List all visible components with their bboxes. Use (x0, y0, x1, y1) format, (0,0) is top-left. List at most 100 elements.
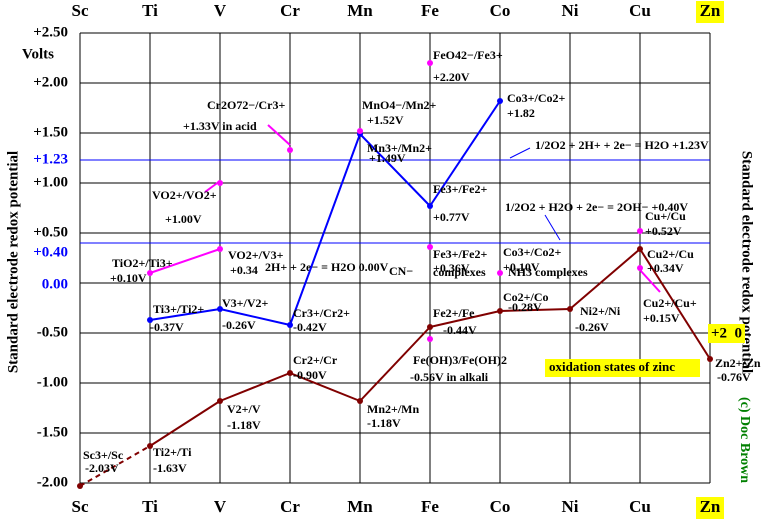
value-label: +0.34 (230, 263, 258, 277)
point (147, 317, 153, 323)
point (427, 244, 433, 250)
y-tick-label: +1.00 (33, 174, 68, 190)
annotation: CN− (389, 264, 413, 278)
y-unit: Volts (22, 46, 54, 62)
highlight (696, 497, 724, 519)
point (427, 203, 433, 209)
point (287, 370, 293, 376)
point-label: Mn2+/Mn (367, 402, 419, 416)
y-axis-title: Standard electrode redox potential (5, 151, 21, 373)
x-tick-label: Ti (142, 497, 158, 516)
point-label: V2+/V (227, 402, 261, 416)
series-segment (219, 308, 291, 326)
value-label: +1.33V in acid (183, 119, 257, 133)
series-segment (639, 248, 711, 360)
y-tick-label: +1.50 (33, 124, 68, 140)
series-segment (429, 310, 501, 328)
point (427, 60, 433, 66)
x-tick-label: Sc (72, 497, 89, 516)
x-tick-label: Ni (562, 497, 579, 516)
value-label: -1.63V (153, 461, 187, 475)
point-label: Ti3+/Ti2+ (153, 302, 204, 316)
point (357, 128, 363, 134)
point (637, 246, 643, 252)
value-label: -0.42V (293, 320, 327, 334)
reference-label: +1.23 (33, 151, 68, 167)
value-label: +1.49V (369, 151, 406, 165)
series-segment (429, 100, 501, 207)
x-tick-label: Ti (142, 1, 158, 20)
point (217, 306, 223, 312)
value-label: -0.26V (222, 318, 256, 332)
point-label: FeO42−/Fe3+ (433, 48, 503, 62)
point (567, 306, 573, 312)
series-segment (359, 133, 431, 207)
point-label: Co3+/Co2+ (507, 91, 566, 105)
point (287, 322, 293, 328)
x-tick-label: Co (490, 1, 511, 20)
x-tick-label: Sc (72, 1, 89, 20)
point-label: Fe3+/Fe2+ (433, 247, 487, 261)
value-label: -0.56V in alkali (410, 370, 489, 384)
point-label: V3+/V2+ (222, 296, 269, 310)
leader (639, 269, 661, 293)
value-label: +0.15V (643, 311, 680, 325)
annotation: complexes (433, 265, 486, 279)
point-label: Cu+/Cu (645, 209, 686, 223)
value-label: +1.00V (165, 212, 202, 226)
highlight (696, 1, 724, 23)
point (77, 483, 83, 489)
value-label: +0.10V (110, 271, 147, 285)
y-tick-label: +0.50 (33, 224, 68, 240)
x-tick-label: Zn (700, 1, 721, 20)
point (147, 270, 153, 276)
series-segment (289, 133, 361, 326)
x-tick-label: Co (490, 497, 511, 516)
point (217, 398, 223, 404)
series-segment (499, 308, 571, 312)
reference-label: 0.00 (42, 276, 68, 292)
point-label: Cr2+/Cr (293, 353, 338, 367)
point (707, 356, 713, 362)
annotation: oxidation states of zinc (549, 359, 675, 374)
point-label: Co2+/Co (503, 290, 549, 304)
series-segment (79, 445, 151, 487)
point-label: Cr2O72−/Cr3+ (207, 98, 285, 112)
value-label: +1.52V (367, 113, 404, 127)
point-label: Ti2+/Ti (153, 445, 192, 459)
value-label: -0.76V (717, 370, 751, 384)
series-segment (149, 248, 221, 274)
x-tick-label: Cu (629, 1, 651, 20)
badge (545, 359, 700, 377)
point-label: Mn3+/Mn2+ (367, 141, 432, 155)
leader (544, 214, 561, 241)
reference-note: 1/2O2 + H2O + 2e− = 2OH− +0.40V (505, 200, 688, 214)
point (357, 398, 363, 404)
value-label: +0.52V (645, 224, 682, 238)
value-label: +1.82 (507, 106, 535, 120)
point-label: Zn2+/Zn (715, 356, 761, 370)
x-tick-label: Cr (280, 1, 300, 20)
reference-note: 1/2O2 + 2H+ + 2e− = H2O +1.23V (535, 138, 709, 152)
point-label: Cu2+/Cu (647, 247, 694, 261)
point (497, 98, 503, 104)
badge (708, 324, 745, 343)
x-tick-label: Fe (421, 497, 439, 516)
point (637, 228, 643, 234)
point (497, 270, 503, 276)
value-label: -0.28V (508, 300, 542, 314)
leader (267, 124, 291, 146)
reference-label: +0.40 (33, 244, 68, 260)
value-label: +0.10V (503, 260, 540, 274)
annotation: +2 0 (711, 325, 742, 341)
x-tick-label: Zn (700, 497, 721, 516)
value-label: -0.90V (293, 368, 327, 382)
y-tick-label: +2.50 (33, 24, 68, 40)
x-tick-label: V (214, 1, 227, 20)
series-segment (219, 372, 291, 402)
x-tick-label: Mn (347, 1, 373, 20)
point-label: Fe3+/Fe2+ (433, 182, 487, 196)
leader (509, 147, 531, 159)
point-label: Cu2+/Cu+ (643, 296, 697, 310)
value-label: -2.03V (85, 461, 119, 475)
